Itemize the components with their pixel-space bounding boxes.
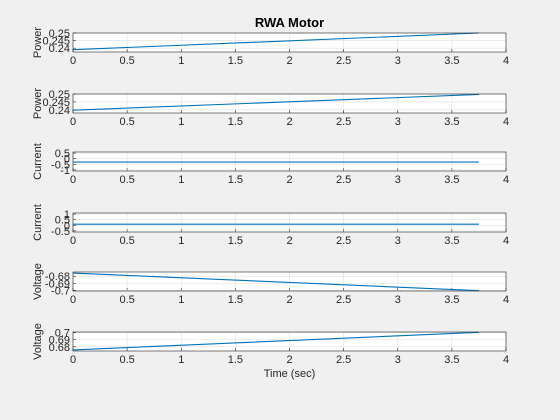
y-tick-label: 0.5: [55, 215, 70, 227]
subplot-6: 0 0.5 1 1.5 2 2.5 3 3.5 4 0.70.690.68 Voltage Time …: [32, 323, 509, 380]
x-tick-label: 4: [503, 235, 509, 247]
x-tick-label: 4: [503, 294, 509, 306]
x-tick-label: 3: [395, 116, 401, 128]
x-tick-label: 1.5: [228, 55, 243, 67]
y-tick-label: 0.25: [49, 89, 70, 101]
x-tick-label: 0.5: [119, 235, 134, 247]
y-tick-label: -0.68: [45, 271, 70, 283]
x-tick-label: 0: [70, 354, 76, 366]
x-tick-label: 0.5: [119, 55, 134, 67]
y-tick-label: 0.69: [49, 335, 70, 347]
x-axis-label: Time (sec): [264, 368, 316, 380]
x-tick-label: 4: [503, 55, 509, 67]
x-tick-label: 2: [286, 174, 292, 186]
series-line: [72, 93, 479, 111]
y-axis-label: Current: [32, 204, 44, 241]
x-tick-label: 4: [503, 354, 509, 366]
y-axis-label: Power: [32, 88, 44, 120]
x-tick-label: 2: [286, 55, 292, 67]
y-tick-label: 0.25: [49, 28, 70, 40]
x-tick-label: 2.5: [336, 116, 351, 128]
x-tick-label: 3: [395, 174, 401, 186]
x-tick-label: 2: [286, 354, 292, 366]
x-tick-label: 1.5: [228, 354, 243, 366]
x-tick-label: 1: [178, 174, 184, 186]
x-tick-label: 1: [178, 354, 184, 366]
x-tick-label: 2.5: [336, 235, 351, 247]
y-tick-label: -0.5: [51, 159, 70, 171]
y-tick-label: 0.7: [55, 328, 70, 340]
y-axis-label: Current: [32, 143, 44, 180]
y-axis-label: Voltage: [32, 323, 44, 360]
x-tick-label: 0.5: [119, 354, 134, 366]
x-tick-label: 3.5: [444, 294, 459, 306]
axes-box: [72, 93, 507, 114]
y-axis-label: Voltage: [32, 263, 44, 300]
y-tick-label: 0.68: [49, 342, 70, 354]
x-tick-label: 3.5: [444, 354, 459, 366]
x-tick-label: 3.5: [444, 174, 459, 186]
x-tick-label: 0.5: [119, 174, 134, 186]
y-tick-label: 0: [64, 220, 70, 232]
axes-box: [72, 151, 507, 172]
x-tick-label: 1.5: [228, 116, 243, 128]
x-tick-label: 2.5: [336, 55, 351, 67]
subplot-5: 0 0.5 1 1.5 2 2.5 3 3.5 4 -0.68-0.69-0.7 Voltage: [32, 263, 509, 306]
axes-box: [72, 331, 507, 352]
x-tick-label: 3.5: [444, 116, 459, 128]
y-axis-label: Power: [32, 27, 44, 59]
y-tick-label: 1: [64, 209, 70, 221]
axes-box: [72, 212, 507, 233]
y-tick-label: 0.5: [55, 148, 70, 160]
x-tick-label: 2: [286, 235, 292, 247]
x-tick-label: 0: [70, 294, 76, 306]
chart-title: RWA Motor: [255, 15, 324, 30]
x-tick-label: 0: [70, 174, 76, 186]
x-tick-label: 0.5: [119, 294, 134, 306]
series-line: [72, 32, 479, 51]
x-tick-label: 2: [286, 294, 292, 306]
y-tick-label: -1: [60, 165, 70, 177]
x-tick-label: 1: [178, 116, 184, 128]
x-tick-label: 2: [286, 116, 292, 128]
y-tick-label: 0.24: [49, 105, 70, 117]
x-tick-label: 2.5: [336, 294, 351, 306]
x-tick-label: 1.5: [228, 174, 243, 186]
x-tick-label: 4: [503, 116, 509, 128]
x-tick-label: 4: [503, 174, 509, 186]
x-tick-label: 0.5: [119, 116, 134, 128]
y-tick-label: 0.245: [42, 97, 70, 109]
x-tick-label: 1: [178, 294, 184, 306]
x-tick-label: 0: [70, 55, 76, 67]
y-tick-label: -0.69: [45, 278, 70, 290]
series-line: [72, 331, 479, 351]
x-tick-label: 2.5: [336, 174, 351, 186]
x-tick-label: 1.5: [228, 235, 243, 247]
x-tick-label: 1: [178, 55, 184, 67]
axes-box: [72, 32, 507, 53]
y-tick-label: -0.7: [51, 285, 70, 297]
x-tick-label: 1.5: [228, 294, 243, 306]
y-tick-label: 0: [64, 154, 70, 166]
y-tick-label: 0.245: [42, 36, 70, 48]
axes-box: [72, 271, 507, 292]
x-tick-label: 3.5: [444, 55, 459, 67]
x-tick-label: 3: [395, 55, 401, 67]
x-tick-label: 3: [395, 235, 401, 247]
x-tick-label: 3.5: [444, 235, 459, 247]
x-tick-label: 1: [178, 235, 184, 247]
x-tick-label: 2.5: [336, 354, 351, 366]
x-tick-label: 0: [70, 235, 76, 247]
y-tick-label: 0.24: [49, 43, 70, 55]
x-tick-label: 3: [395, 294, 401, 306]
x-tick-label: 0: [70, 116, 76, 128]
series-line: [72, 272, 479, 292]
x-tick-label: 3: [395, 354, 401, 366]
y-tick-label: -0.5: [51, 226, 70, 238]
